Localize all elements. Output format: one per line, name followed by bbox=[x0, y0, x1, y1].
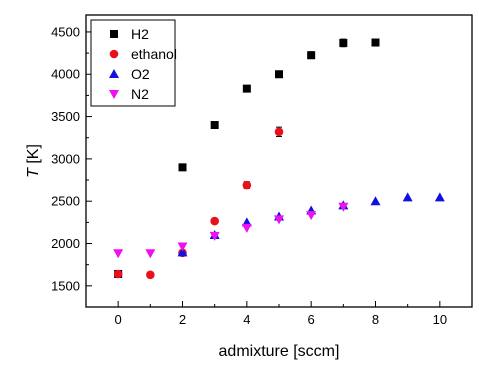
y-tick-label: 3000 bbox=[51, 151, 80, 166]
data-point bbox=[177, 242, 188, 252]
data-point bbox=[370, 196, 381, 206]
legend-marker bbox=[110, 30, 118, 38]
series-o2 bbox=[177, 192, 445, 257]
legend-box bbox=[90, 19, 176, 107]
legend-marker bbox=[109, 69, 119, 78]
data-point bbox=[209, 231, 220, 241]
y-tick-label: 4500 bbox=[51, 24, 80, 39]
series-ethanol bbox=[113, 126, 284, 280]
data-point bbox=[210, 216, 219, 226]
x-axis-title: admixture [sccm] bbox=[219, 343, 340, 360]
data-point bbox=[146, 270, 155, 280]
data-point bbox=[113, 249, 124, 259]
data-point bbox=[113, 269, 123, 279]
data-point bbox=[339, 38, 348, 47]
data-point bbox=[241, 223, 252, 233]
y-tick-label: 4000 bbox=[51, 67, 80, 82]
y-axis-variable: T bbox=[25, 167, 42, 178]
data-point bbox=[242, 180, 252, 190]
data-point bbox=[274, 127, 284, 137]
legend-label: H2 bbox=[131, 26, 149, 42]
x-tick-label: 4 bbox=[243, 312, 250, 327]
series-n2 bbox=[113, 202, 349, 259]
data-point bbox=[307, 51, 316, 60]
x-tick-label: 10 bbox=[433, 312, 447, 327]
y-axis-title: T [K] bbox=[25, 144, 42, 178]
legend-marker bbox=[109, 90, 119, 99]
y-tick-label: 1500 bbox=[51, 278, 80, 293]
data-point bbox=[371, 38, 380, 47]
legend-label: ethanol bbox=[131, 46, 177, 62]
x-tick-label: 0 bbox=[115, 312, 122, 327]
y-axis-unit: [K] bbox=[25, 144, 42, 168]
y-tick-label: 3500 bbox=[51, 109, 80, 124]
x-tick-label: 8 bbox=[372, 312, 379, 327]
data-point bbox=[274, 215, 284, 225]
legend-marker bbox=[109, 49, 119, 59]
data-point bbox=[338, 202, 349, 212]
data-point bbox=[306, 211, 317, 221]
data-point bbox=[275, 70, 283, 79]
legend-label: N2 bbox=[131, 86, 149, 102]
data-point bbox=[242, 84, 251, 93]
y-tick-label: 2000 bbox=[51, 236, 80, 251]
data-point bbox=[178, 163, 187, 172]
data-point bbox=[434, 192, 445, 202]
x-tick-label: 2 bbox=[179, 312, 186, 327]
legend-label: O2 bbox=[131, 66, 150, 82]
y-tick-label: 2500 bbox=[51, 194, 80, 209]
data-point bbox=[177, 247, 188, 257]
data-point bbox=[402, 192, 413, 202]
data-point bbox=[210, 121, 219, 130]
x-tick-label: 6 bbox=[308, 312, 315, 327]
data-point bbox=[145, 249, 156, 259]
